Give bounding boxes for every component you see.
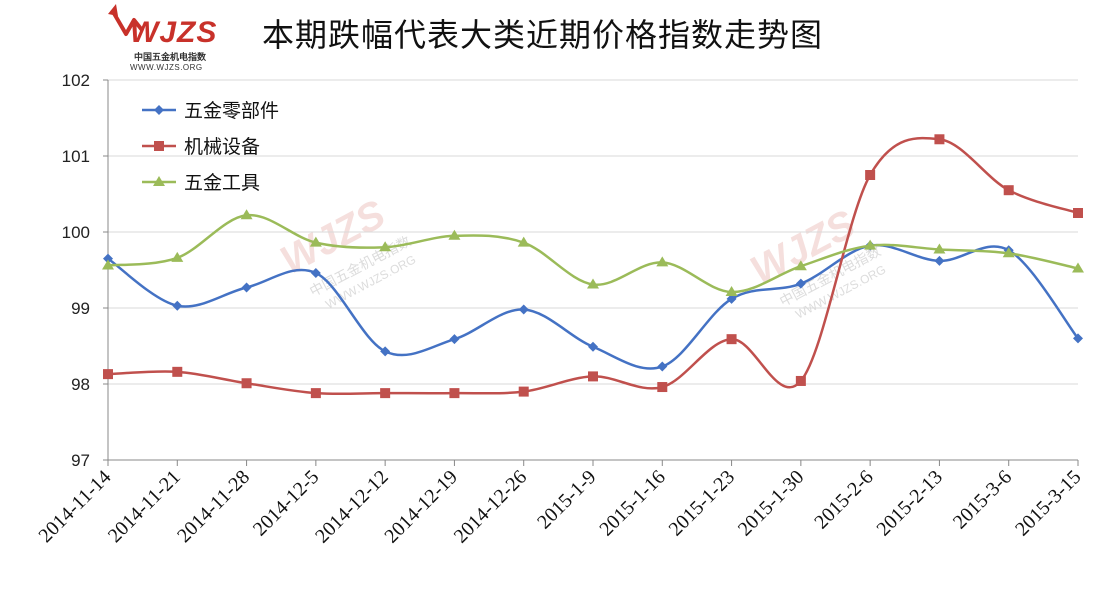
y-tick-label: 102 [62,71,90,90]
legend-label-3: 五金工具 [184,172,260,194]
x-tick-label: 2015-1-16 [595,466,669,540]
data-point-series-2 [1073,208,1083,218]
data-point-series-2 [241,378,252,389]
data-point-series-3 [656,256,669,267]
y-tick-label: 101 [62,147,90,166]
data-point-series-3 [1002,247,1015,258]
x-tick-label: 2014-12-26 [450,466,532,548]
data-point-series-2 [518,386,529,397]
legend-marker-1 [154,105,164,115]
data-point-series-2 [934,134,945,145]
data-point-series-1 [795,278,806,289]
y-tick-label: 100 [62,223,90,242]
legend-label-1: 五金零部件 [184,100,279,122]
data-point-series-1 [1073,333,1083,344]
logo-url: WWW.WJZS.ORG [130,63,203,72]
data-point-series-2 [103,369,113,380]
data-point-series-2 [1003,185,1014,196]
x-tick-label: 2014-12-5 [249,466,323,540]
watermark-mark: WJZS [274,192,393,283]
data-point-series-1 [241,282,252,293]
data-point-series-3 [171,251,184,262]
series-line-2 [107,136,1079,396]
wjzs-logo: WJZS 中国五金机电指数 WWW.WJZS.ORG [108,4,228,74]
data-point-series-3 [517,236,530,247]
data-point-series-1 [726,293,737,304]
x-tick-label: 2014-12-12 [311,466,393,548]
data-point-series-2 [310,388,321,399]
data-point-series-3 [587,278,599,289]
legend-marker-2 [154,141,164,151]
x-tick-label: 2015-2-6 [810,466,877,533]
logo-subtitle: 中国五金机电指数 [134,53,207,63]
data-point-series-3 [794,260,807,271]
data-point-series-1 [934,255,945,266]
legend-marker-3 [153,176,165,186]
legend-label-2: 机械设备 [184,136,260,158]
data-point-series-3 [864,239,877,250]
data-point-series-1 [172,300,183,311]
data-point-series-1 [588,341,598,352]
data-point-series-3 [725,286,738,297]
data-point-series-2 [588,371,598,382]
data-point-series-1 [518,304,529,315]
x-tick-label: 2015-3-6 [949,466,1016,533]
data-point-series-3 [309,236,322,247]
data-point-series-1 [657,361,668,372]
data-point-series-3 [240,209,253,220]
data-point-series-3 [933,243,946,254]
chart-title: 本期跌幅代表大类近期价格指数走势图 [262,16,824,54]
x-tick-label: 2015-3-15 [1011,466,1085,540]
data-point-series-1 [449,334,460,345]
data-point-series-1 [103,253,113,264]
data-point-series-2 [449,388,460,399]
data-point-series-1 [380,346,391,357]
data-point-series-2 [172,366,183,377]
y-tick-label: 98 [71,375,90,394]
x-tick-label: 2015-1-9 [533,466,600,533]
arrow-logo-icon [108,4,144,36]
data-point-series-1 [310,268,321,279]
x-tick-label: 2014-11-28 [173,466,254,547]
data-point-series-3 [1072,262,1084,273]
data-point-series-2 [795,375,806,386]
data-point-series-2 [865,170,876,180]
x-tick-label: 2014-12-19 [380,466,462,548]
data-point-series-3 [448,229,461,240]
data-point-series-3 [102,259,114,270]
y-tick-label: 99 [71,299,90,318]
x-tick-label: 2015-1-30 [734,466,808,540]
x-tick-label: 2014-11-21 [104,466,185,547]
data-point-series-2 [657,382,668,393]
logo-mark: WJZS [130,16,218,49]
x-tick-label: 2014-11-14 [35,466,116,547]
x-tick-label: 2015-2-13 [872,466,946,540]
y-tick-label: 97 [71,451,90,470]
data-point-series-3 [379,241,392,252]
data-point-series-2 [380,388,391,399]
data-point-series-2 [726,334,737,345]
x-tick-label: 2015-1-23 [665,466,739,540]
